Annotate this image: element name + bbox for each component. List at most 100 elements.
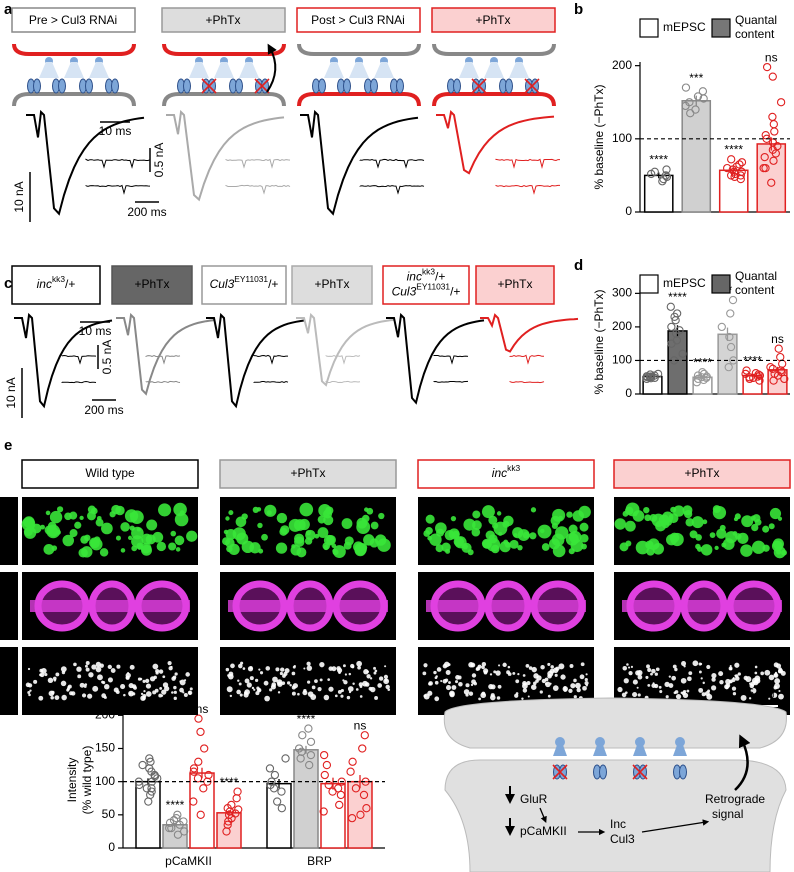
puncta: [258, 688, 261, 691]
legend-swatch: [639, 274, 659, 294]
puncta: [702, 681, 705, 685]
cross: [201, 78, 217, 94]
data-point: [196, 727, 205, 737]
puncta: [323, 694, 330, 701]
puncta: [76, 666, 82, 672]
puncta: [246, 682, 252, 688]
puncta: [682, 690, 687, 694]
puncta: [252, 506, 259, 514]
puncta: [52, 676, 57, 681]
y-tick-label: 100: [612, 131, 632, 145]
mini-trace: [225, 184, 291, 195]
release-cone: [673, 745, 687, 756]
puncta: [44, 672, 48, 677]
puncta: [47, 521, 57, 531]
data-point: [767, 178, 776, 187]
puncta: [185, 672, 190, 677]
row-label: pCaMKII: [2, 508, 16, 555]
bar: [293, 749, 319, 849]
puncta: [158, 693, 163, 698]
puncta: [579, 533, 589, 543]
data-point: [699, 369, 709, 379]
data-point: [281, 754, 290, 763]
data-point: [762, 134, 771, 143]
puncta: [647, 667, 652, 673]
data-point: [745, 374, 754, 384]
diagram-label: Inc: [610, 817, 626, 831]
puncta: [646, 664, 650, 669]
legend-label: mEPSC: [663, 276, 706, 290]
puncta: [719, 524, 726, 531]
puncta: [778, 693, 784, 700]
legend-label: mEPSC: [663, 20, 706, 34]
y-tick-label: 0: [625, 386, 632, 400]
data-point: [335, 800, 344, 810]
condition-label: Post > Cul3 RNAi: [311, 13, 405, 27]
puncta: [142, 679, 146, 683]
puncta: [558, 663, 565, 670]
puncta: [277, 691, 281, 694]
data-point: [189, 767, 198, 776]
puncta: [141, 533, 153, 545]
receptor: [343, 78, 351, 94]
puncta: [179, 679, 186, 686]
puncta: [481, 665, 485, 670]
puncta: [170, 530, 177, 537]
puncta: [711, 685, 717, 691]
puncta: [624, 520, 636, 532]
puncta: [472, 510, 481, 519]
puncta: [385, 684, 390, 690]
puncta: [573, 678, 577, 683]
puncta: [338, 671, 341, 675]
y-tick-label: 100: [612, 353, 632, 367]
legend-label: Quantal content: [735, 269, 777, 297]
puncta: [303, 667, 306, 670]
puncta: [156, 541, 167, 552]
data-point: [749, 373, 758, 383]
puncta: [734, 676, 740, 681]
puncta: [239, 693, 243, 697]
puncta: [702, 519, 708, 525]
puncta: [777, 669, 782, 674]
retrograde-arrow: [266, 43, 277, 93]
label-box: [417, 459, 595, 489]
puncta: [734, 674, 737, 677]
puncta: [173, 502, 187, 517]
puncta: [665, 695, 669, 699]
epsc-trace: [14, 312, 113, 409]
puncta: [569, 664, 574, 668]
puncta: [635, 670, 641, 676]
label-run: +PhTx: [290, 466, 325, 480]
puncta: [225, 667, 230, 672]
x-tick-label: pCaMKII: [165, 854, 212, 868]
puncta: [173, 696, 177, 701]
data-point: [729, 356, 738, 365]
data-point: [762, 62, 772, 72]
puncta: [448, 681, 451, 684]
puncta: [718, 671, 724, 677]
data-point: [769, 156, 778, 165]
puncta: [222, 537, 231, 546]
puncta: [507, 665, 511, 669]
puncta: [351, 665, 355, 669]
y-axis-label: Intensity: [65, 758, 79, 803]
data-point: [646, 374, 656, 383]
puncta: [251, 686, 255, 690]
release-cone: [39, 62, 59, 78]
epsc-trace: [166, 109, 285, 202]
data-point: [760, 152, 769, 162]
label-box: [291, 265, 373, 305]
puncta: [91, 664, 97, 670]
cross: [552, 764, 568, 780]
puncta: [279, 671, 283, 676]
puncta: [655, 667, 660, 672]
puncta: [101, 680, 104, 684]
bar: [681, 100, 712, 213]
puncta: [60, 680, 67, 687]
puncta: [263, 680, 269, 686]
significance: ****: [649, 153, 668, 167]
puncta: [774, 678, 781, 685]
puncta: [544, 682, 548, 685]
scale-label: 10 ms: [79, 324, 112, 338]
puncta: [477, 664, 482, 669]
